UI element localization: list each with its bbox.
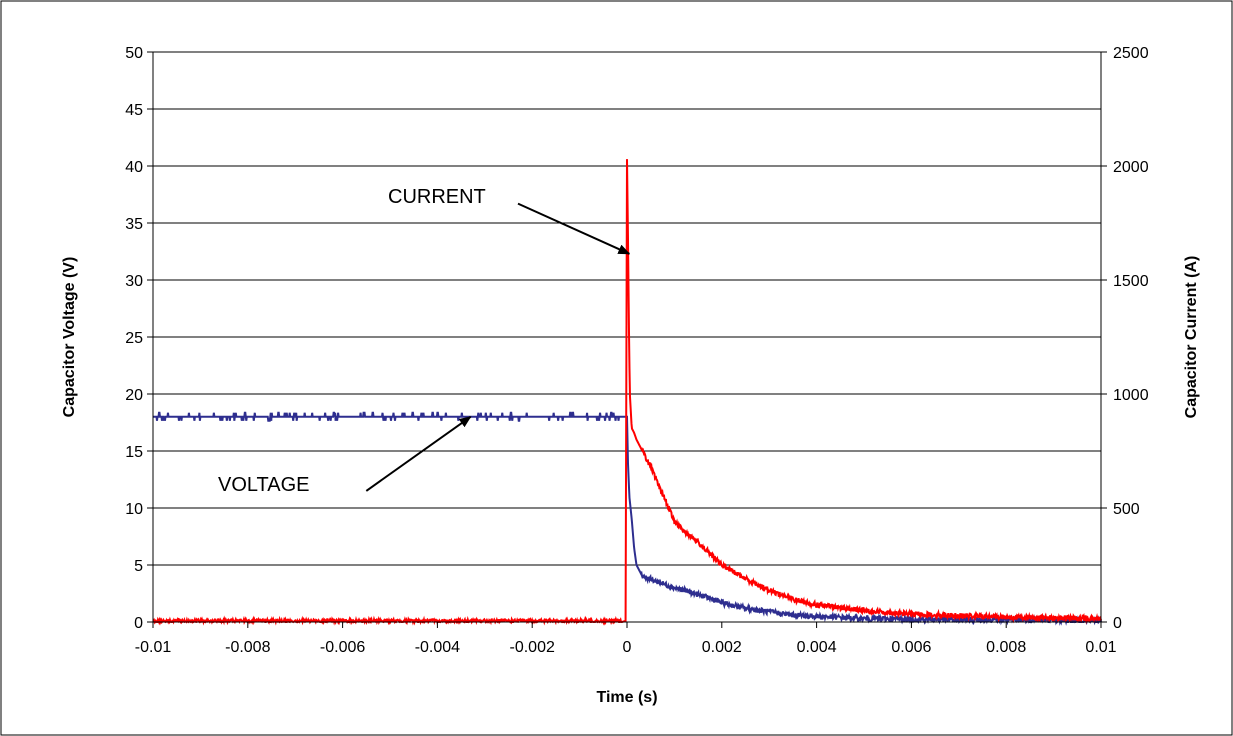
- annotations: CURRENT VOLTAGE: [218, 186, 631, 496]
- y-right-axis-title: Capacitor Current (A): [1183, 256, 1200, 419]
- y-left-tick-label: 0: [134, 615, 143, 632]
- voltage-series-line: [153, 411, 1102, 626]
- x-tick-label: -0.008: [225, 639, 270, 656]
- y-right-tick-label: 500: [1113, 501, 1140, 518]
- y-left-tick-label: 10: [125, 501, 143, 518]
- x-tick-label: -0.004: [415, 639, 460, 656]
- y-left-tick-label: 35: [125, 216, 143, 233]
- y-right-tick-label: 0: [1113, 615, 1122, 632]
- y-right-tick-label: 1000: [1113, 387, 1149, 404]
- y-left-tick-label: 45: [125, 102, 143, 119]
- x-tick-label: 0.004: [797, 639, 837, 656]
- y-left-tick-label: 25: [125, 330, 143, 347]
- x-tick-label: 0.006: [891, 639, 931, 656]
- y-right-tick-label: 1500: [1113, 273, 1149, 290]
- y-left-tick-label: 20: [125, 387, 143, 404]
- current-annotation-arrow: [517, 202, 631, 255]
- x-tick-label: 0.002: [702, 639, 742, 656]
- x-tick-label: 0.01: [1085, 639, 1116, 656]
- current-annotation-label: CURRENT: [388, 186, 486, 208]
- y-left-tick-label: 30: [125, 273, 143, 290]
- y-right-tick-label: 2000: [1113, 159, 1149, 176]
- y-left-tick-label: 50: [125, 45, 143, 62]
- y-left-axis-title: Capacitor Voltage (V): [61, 257, 78, 418]
- y-left-tick-label: 40: [125, 159, 143, 176]
- x-tick-label: -0.002: [510, 639, 555, 656]
- tick-labels: 0510152025303540455005001000150020002500…: [125, 45, 1148, 656]
- x-tick-label: 0.008: [986, 639, 1026, 656]
- voltage-annotation-arrow: [365, 415, 472, 492]
- y-left-tick-label: 5: [134, 558, 143, 575]
- x-tick-label: -0.01: [135, 639, 172, 656]
- x-axis-title: Time (s): [596, 689, 657, 706]
- voltage-annotation-label: VOLTAGE: [218, 474, 310, 496]
- axis-titles: Time (s) Capacitor Voltage (V) Capacitor…: [61, 256, 1200, 706]
- x-tick-label: -0.006: [320, 639, 365, 656]
- x-tick-label: 0: [623, 639, 632, 656]
- y-right-tick-label: 2500: [1113, 45, 1149, 62]
- y-left-tick-label: 15: [125, 444, 143, 461]
